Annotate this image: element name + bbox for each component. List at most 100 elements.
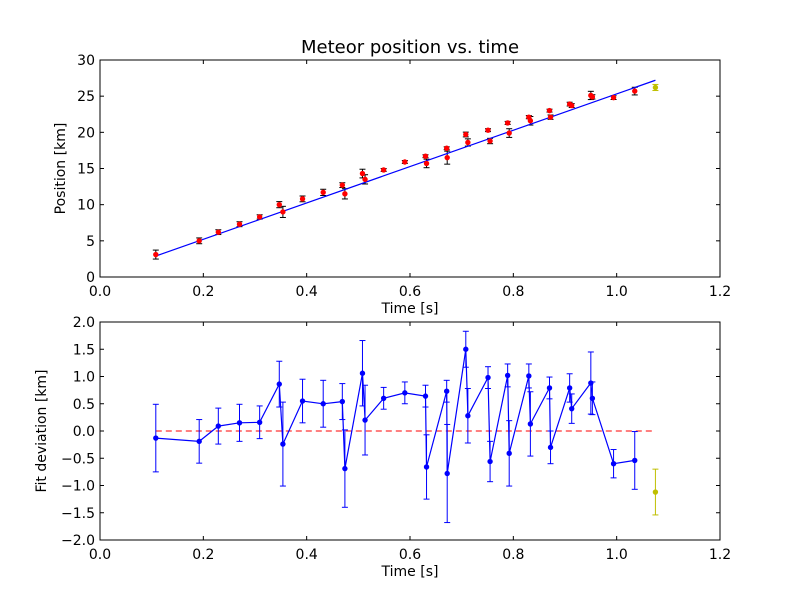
data-point (506, 130, 512, 136)
data-point (380, 167, 387, 173)
residual-point (526, 373, 532, 379)
data-point (402, 159, 408, 165)
y-tick-label: 1.5 (73, 342, 95, 358)
data-point (320, 189, 326, 196)
residual-point (362, 417, 368, 423)
plot-frame (99, 59, 721, 278)
residual-point (236, 420, 243, 426)
data-point (276, 201, 282, 208)
y-tick-label: 15 (77, 162, 95, 178)
residual-point (485, 374, 491, 381)
residual-point (566, 385, 573, 391)
residual-point (196, 438, 202, 445)
residual-point (339, 398, 346, 405)
data-point (504, 120, 511, 126)
data-point (547, 114, 554, 120)
x-tick-label: 0.0 (89, 547, 111, 563)
residual-point (588, 380, 594, 386)
residual-point (463, 346, 469, 352)
x-tick-label: 1.2 (709, 547, 731, 563)
y-tick-label: −1.5 (61, 506, 95, 522)
x-tick-label: 1.2 (709, 284, 731, 300)
data-point (422, 153, 429, 159)
data-point (196, 238, 202, 244)
x-tick-label: 0.6 (399, 284, 421, 300)
data-point (546, 107, 553, 114)
data-point (632, 88, 638, 94)
residual-point (487, 458, 493, 465)
residual-point (506, 450, 512, 457)
x-tick-label: 0.4 (296, 547, 318, 563)
data-point (256, 214, 263, 220)
data-point (423, 160, 430, 167)
residual-point (276, 381, 282, 387)
data-point (153, 251, 159, 258)
y-tick-label: 0 (86, 270, 95, 286)
data-point (569, 102, 575, 109)
data-point (610, 94, 617, 101)
data-point (299, 196, 306, 202)
y-tick-label: 30 (77, 53, 95, 69)
y-tick-label: 10 (77, 198, 95, 214)
residual-point (153, 435, 159, 441)
x-axis-label: Time [s] (381, 564, 439, 580)
x-tick-label: 0.2 (192, 547, 214, 563)
data-point (359, 170, 366, 177)
x-tick-label: 0.4 (296, 284, 318, 300)
x-tick-label: 0.6 (399, 547, 421, 563)
y-axis-label: Fit deviation [km] (34, 369, 50, 492)
residual-point (652, 489, 659, 495)
y-tick-label: 20 (77, 125, 95, 141)
residual-point (380, 395, 387, 401)
y-tick-label: −1.0 (61, 479, 95, 495)
data-point (463, 131, 469, 138)
data-point (342, 191, 348, 197)
data-point (215, 229, 222, 235)
x-tick-label: 0.8 (502, 547, 524, 563)
x-axis-label: Time [s] (381, 301, 439, 317)
y-tick-label: −2.0 (61, 533, 95, 549)
residual-point (632, 457, 638, 464)
data-point (339, 182, 346, 188)
y-tick-label: 0.0 (73, 424, 95, 440)
residual-point (299, 398, 306, 404)
residual-point (546, 385, 553, 391)
y-tick-label: 1.0 (73, 370, 95, 386)
data-point (485, 127, 491, 133)
residual-point (422, 393, 429, 399)
residual-point (527, 421, 534, 427)
residual-point (402, 390, 408, 396)
data-point (362, 176, 368, 183)
residual-point (359, 370, 366, 376)
residual-point (444, 470, 450, 477)
residual-point (465, 413, 471, 419)
data-point (444, 154, 450, 161)
x-tick-label: 1.0 (606, 547, 628, 563)
residual-point (610, 461, 617, 467)
residual-point (342, 465, 348, 472)
position-plot: 0.0 0.2 0.4 0.6 0.8 1.0 1.2 0 5 10 15 20 25 30 Time [s… (53, 53, 731, 317)
residual-point (589, 395, 596, 401)
data-point (280, 209, 286, 215)
plot-frame (99, 321, 721, 541)
data-point (527, 118, 534, 124)
data-point (443, 145, 450, 151)
y-tick-label: −0.5 (61, 451, 95, 467)
data-point (465, 139, 471, 146)
x-tick-label: 0.8 (502, 284, 524, 300)
residual-point (320, 401, 326, 407)
residual-point (423, 464, 430, 470)
x-tick-label: 0.0 (89, 284, 111, 300)
data-point (589, 94, 596, 100)
data-point (652, 84, 659, 91)
y-tick-label: 25 (77, 89, 95, 105)
deviation-plot: 0.0 0.2 0.4 0.6 0.8 1.0 1.2 2.0 1.5 1.0 0.5 0.0 −0.5… (34, 315, 731, 580)
chart-title: Meteor position vs. time (301, 37, 519, 58)
y-axis-label: Position [km] (53, 123, 69, 215)
residual-point (547, 444, 554, 451)
y-tick-label: 5 (86, 234, 95, 250)
residual-point (256, 419, 263, 425)
residual-point (280, 441, 286, 447)
